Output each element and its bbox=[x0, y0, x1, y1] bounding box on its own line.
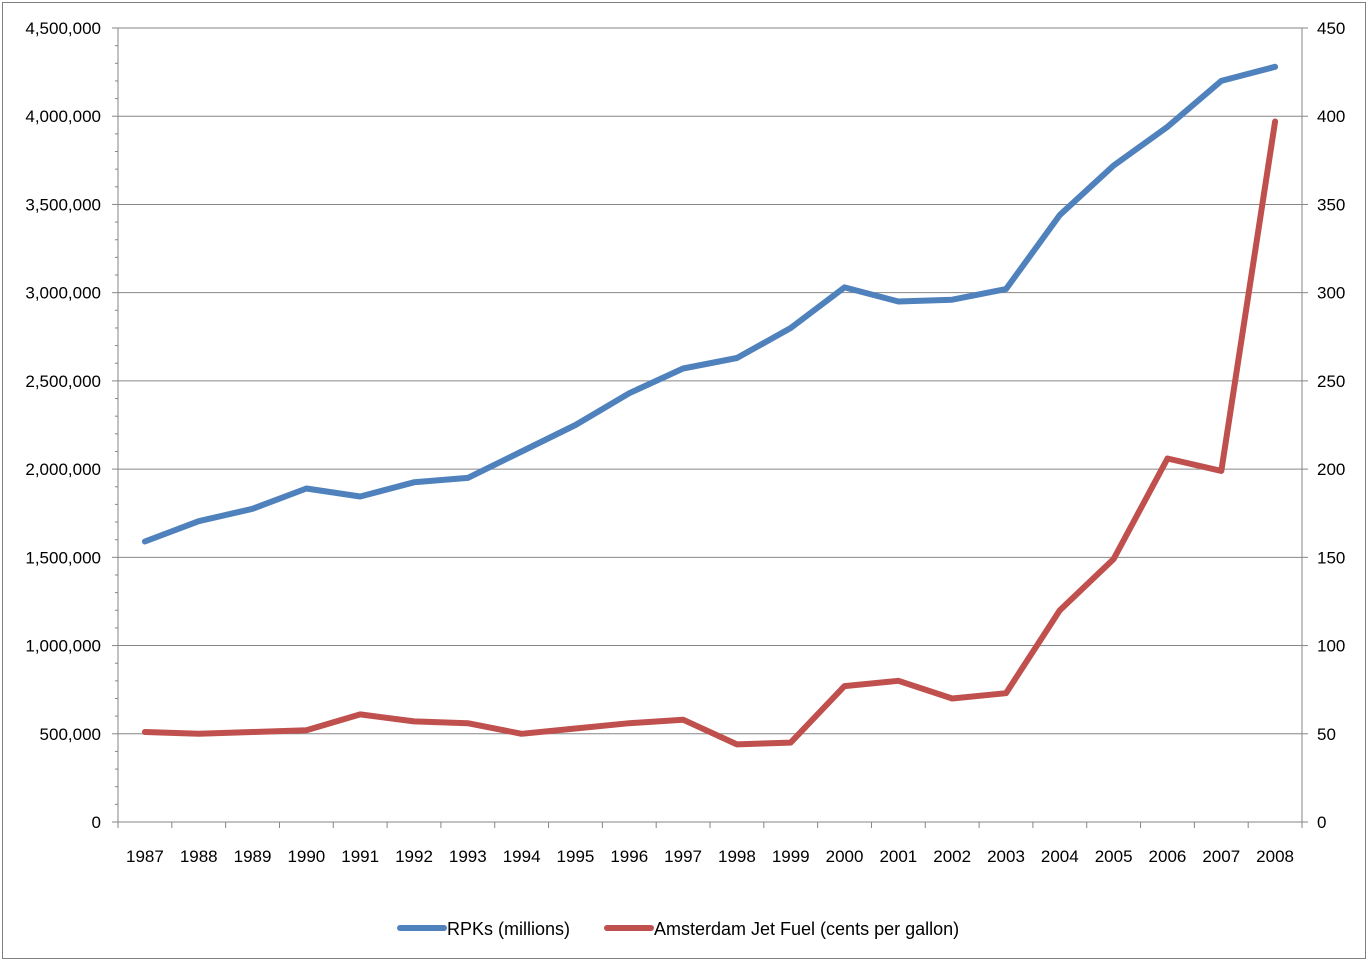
x-tick-label: 1996 bbox=[610, 847, 648, 866]
y-left-tick-label: 2,000,000 bbox=[25, 460, 101, 479]
y-left-tick-label: 4,000,000 bbox=[25, 107, 101, 126]
y-left-tick-label: 1,000,000 bbox=[25, 637, 101, 656]
x-tick-label: 2007 bbox=[1202, 847, 1240, 866]
x-tick-label: 2002 bbox=[933, 847, 971, 866]
x-tick-label: 2008 bbox=[1256, 847, 1294, 866]
x-tick-label: 1987 bbox=[126, 847, 164, 866]
y-right-tick-label: 450 bbox=[1317, 19, 1345, 38]
x-tick-label: 1990 bbox=[287, 847, 325, 866]
y-left-tick-label: 1,500,000 bbox=[25, 548, 101, 567]
y-right-tick-label: 250 bbox=[1317, 372, 1345, 391]
x-tick-label: 1992 bbox=[395, 847, 433, 866]
series-line-2 bbox=[141, 118, 1279, 748]
x-tick-label: 1988 bbox=[180, 847, 218, 866]
y-left-tick-label: 500,000 bbox=[40, 725, 101, 744]
x-tick-label: 2004 bbox=[1041, 847, 1079, 866]
y-left-tick-label: 4,500,000 bbox=[25, 19, 101, 38]
x-tick-label: 2005 bbox=[1095, 847, 1133, 866]
series-line-1 bbox=[141, 63, 1279, 545]
x-tick-label: 2006 bbox=[1149, 847, 1187, 866]
y-right-tick-label: 50 bbox=[1317, 725, 1336, 744]
x-tick-label: 1999 bbox=[772, 847, 810, 866]
y-right-tick-label: 200 bbox=[1317, 460, 1345, 479]
y-left-tick-label: 3,500,000 bbox=[25, 195, 101, 214]
legend-label-1: RPKs (millions) bbox=[447, 919, 570, 939]
x-tick-label: 1994 bbox=[503, 847, 541, 866]
x-tick-label: 1998 bbox=[718, 847, 756, 866]
x-tick-label: 2001 bbox=[879, 847, 917, 866]
y-right-tick-label: 150 bbox=[1317, 548, 1345, 567]
y-right-tick-label: 100 bbox=[1317, 637, 1345, 656]
y-left-tick-label: 3,000,000 bbox=[25, 284, 101, 303]
legend-label-2: Amsterdam Jet Fuel (cents per gallon) bbox=[654, 919, 959, 939]
y-right-tick-label: 350 bbox=[1317, 195, 1345, 214]
y-left-tick-label: 2,500,000 bbox=[25, 372, 101, 391]
y-right-tick-label: 0 bbox=[1317, 813, 1326, 832]
y-right-tick-label: 300 bbox=[1317, 284, 1345, 303]
y-left-tick-label: 0 bbox=[92, 813, 101, 832]
x-tick-label: 2000 bbox=[826, 847, 864, 866]
x-tick-label: 1997 bbox=[664, 847, 702, 866]
y-right-tick-label: 400 bbox=[1317, 107, 1345, 126]
x-tick-label: 1991 bbox=[341, 847, 379, 866]
x-tick-label: 1989 bbox=[234, 847, 272, 866]
x-tick-label: 2003 bbox=[987, 847, 1025, 866]
x-tick-label: 1995 bbox=[557, 847, 595, 866]
x-tick-label: 1993 bbox=[449, 847, 487, 866]
